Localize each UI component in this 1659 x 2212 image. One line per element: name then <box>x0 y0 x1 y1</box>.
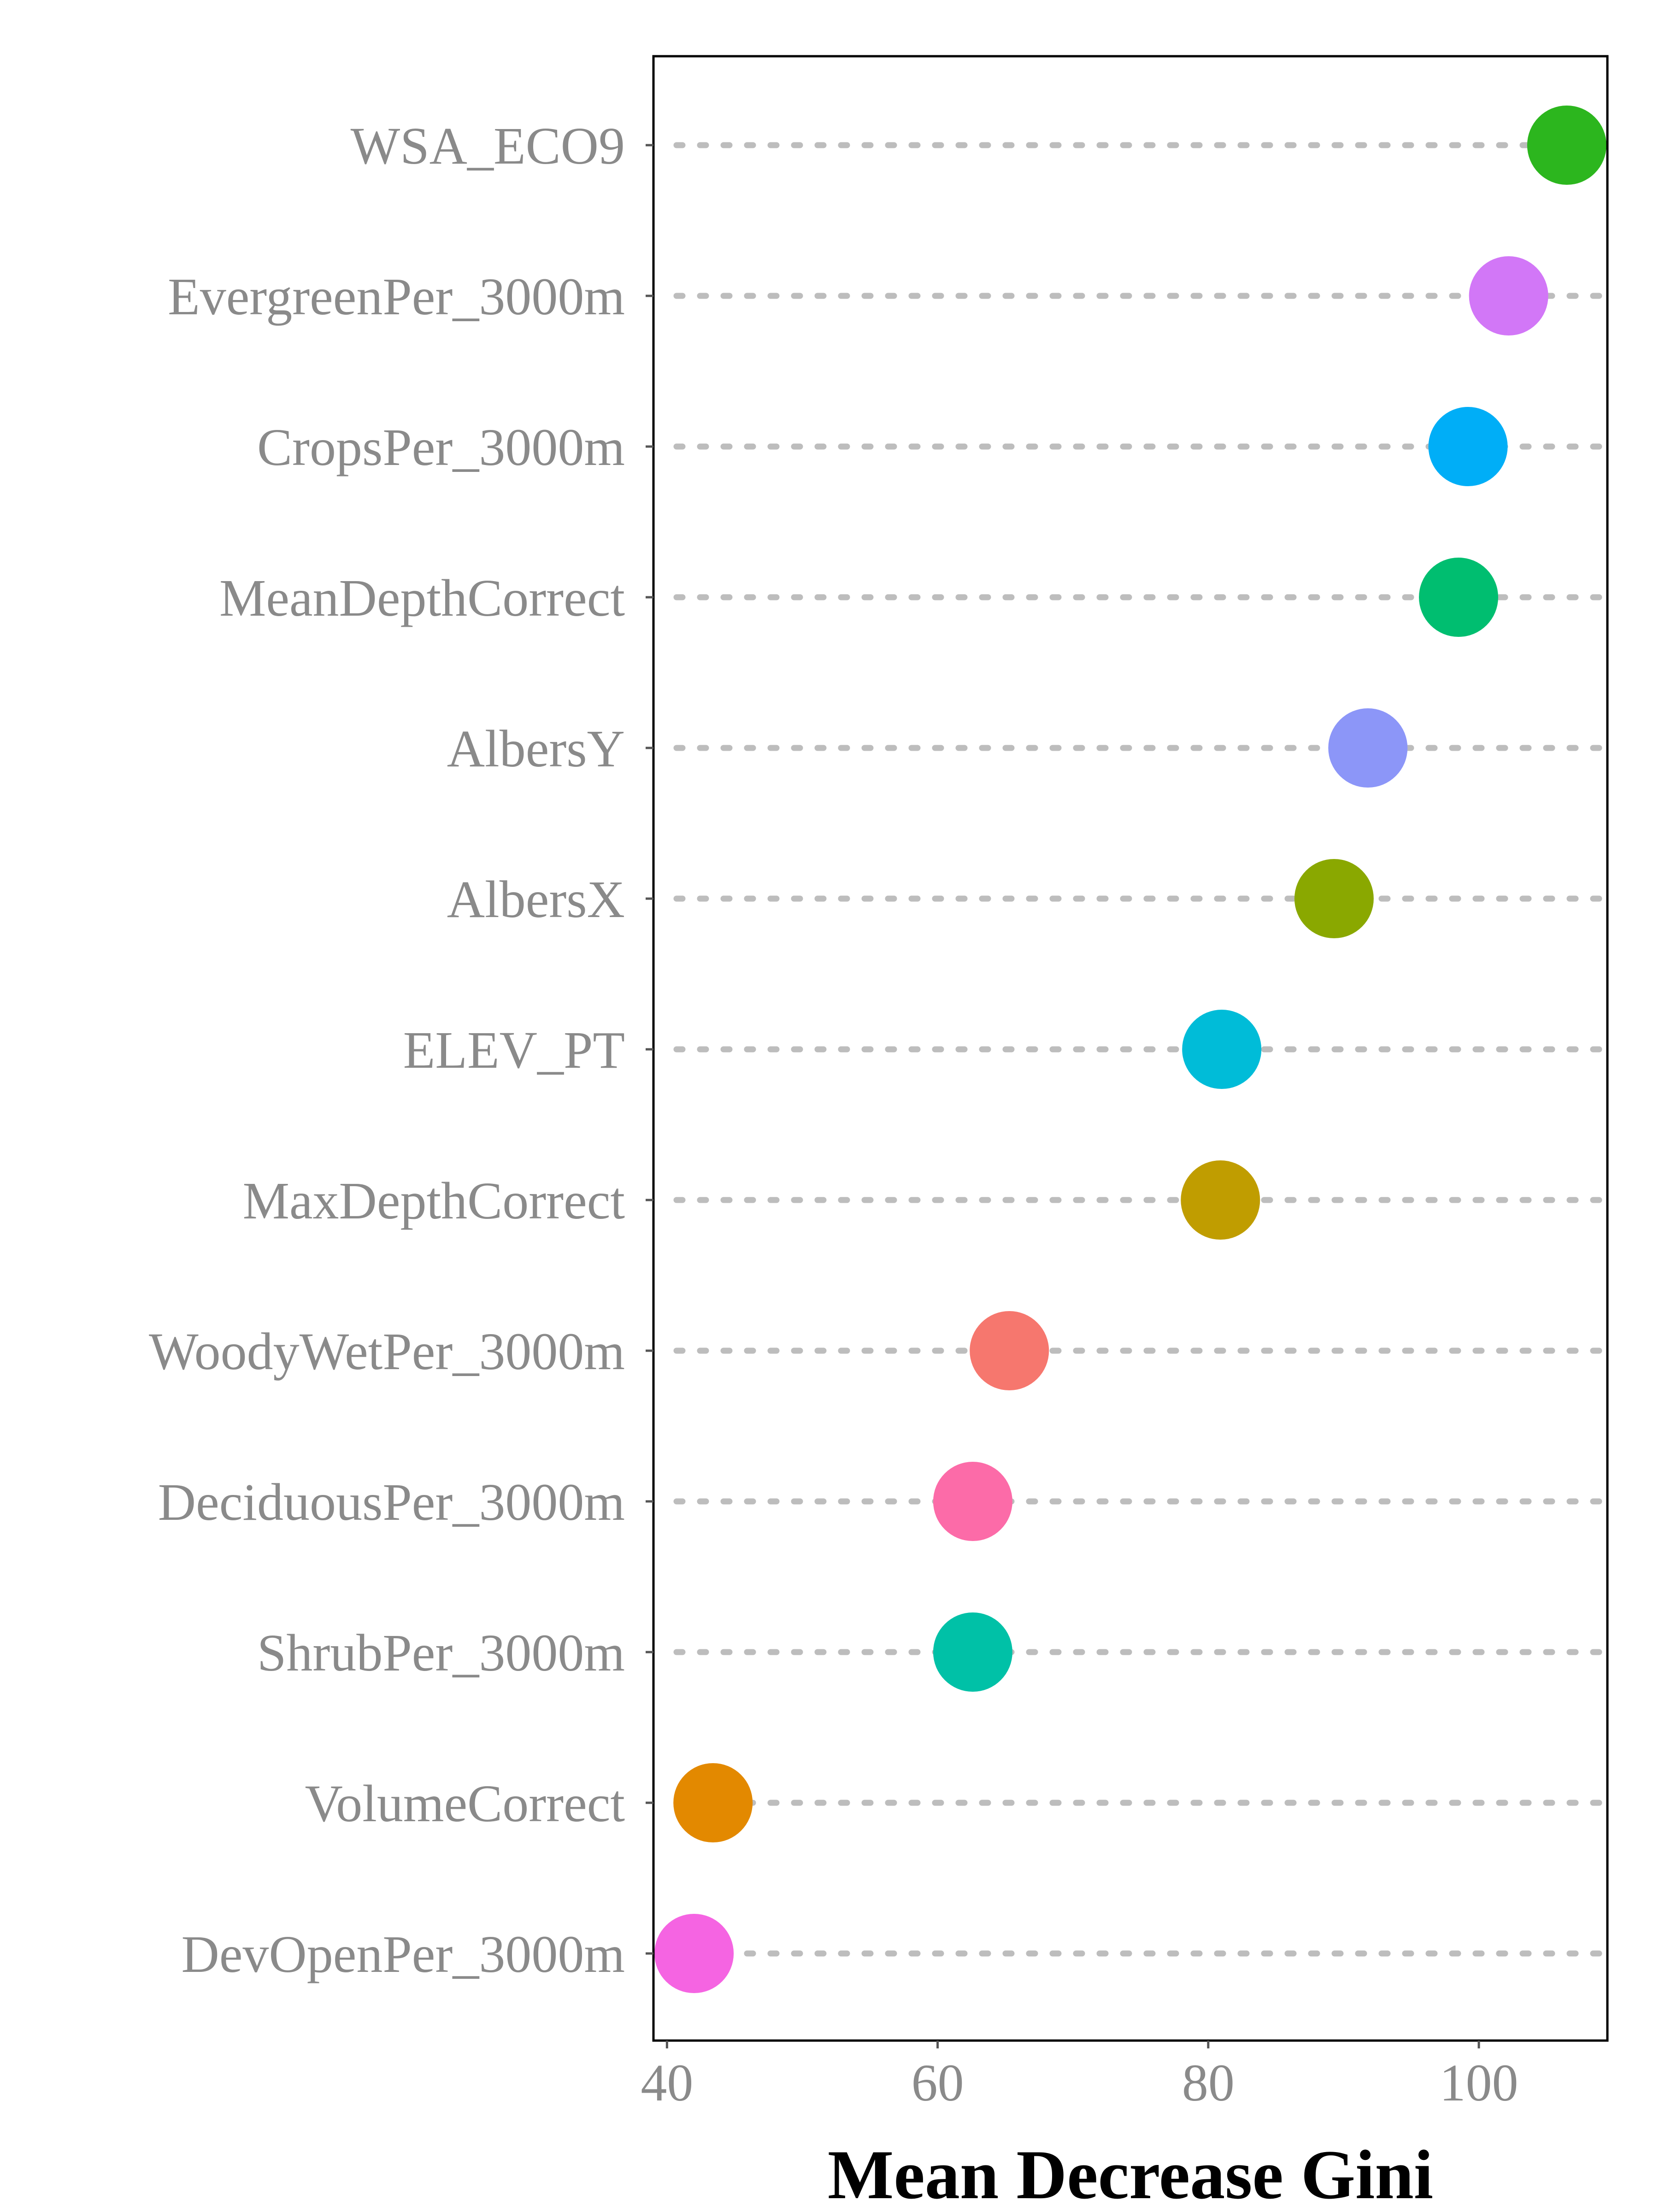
y-tick-label: ShrubPer_3000m <box>257 1624 625 1682</box>
point-elev-pt <box>1182 1010 1262 1089</box>
point-maxdepthcorrect <box>1181 1160 1260 1240</box>
y-axis: WSA_ECO9 EvergreenPer_3000m CropsPer_3000m… <box>149 117 653 1983</box>
point-shrubper-3000m <box>933 1612 1012 1692</box>
y-tick-label: CropsPer_3000m <box>257 418 625 477</box>
y-tick-label: EvergreenPer_3000m <box>168 267 625 326</box>
y-tick-label: ELEV_PT <box>403 1021 625 1079</box>
x-tick-label: 60 <box>912 2053 964 2112</box>
point-woodywetper-3000m <box>970 1311 1049 1390</box>
x-tick-label: 40 <box>641 2053 693 2112</box>
x-axis: 40 60 80 100 <box>641 2041 1518 2112</box>
point-deciduousper-3000m <box>933 1462 1012 1541</box>
y-tick-label: AlbersY <box>447 719 625 778</box>
y-tick-label: MaxDepthCorrect <box>243 1171 625 1230</box>
point-devopenper-3000m <box>654 1914 734 1993</box>
point-albersx <box>1294 859 1374 938</box>
point-albersy <box>1328 708 1408 788</box>
x-tick-label: 80 <box>1182 2053 1235 2112</box>
y-tick-label: DevOpenPer_3000m <box>182 1925 625 1983</box>
y-tick-label: WoodyWetPer_3000m <box>149 1322 625 1381</box>
point-volumecorrect <box>673 1763 753 1842</box>
point-evergreenper-3000m <box>1469 256 1548 335</box>
data-points <box>654 106 1606 1993</box>
point-wsa-eco9 <box>1527 106 1606 185</box>
x-axis-title: Mean Decrease Gini <box>828 2136 1433 2212</box>
x-tick-label: 100 <box>1440 2053 1518 2112</box>
y-tick-label: VolumeCorrect <box>305 1774 625 1833</box>
y-tick-label: WSA_ECO9 <box>351 117 625 175</box>
y-tick-label: DeciduousPer_3000m <box>158 1473 625 1531</box>
point-meandepthcorrect <box>1419 558 1499 637</box>
y-tick-label: MeanDepthCorrect <box>219 569 625 627</box>
y-tick-label: AlbersX <box>447 870 625 929</box>
point-cropsper-3000m <box>1428 407 1508 486</box>
